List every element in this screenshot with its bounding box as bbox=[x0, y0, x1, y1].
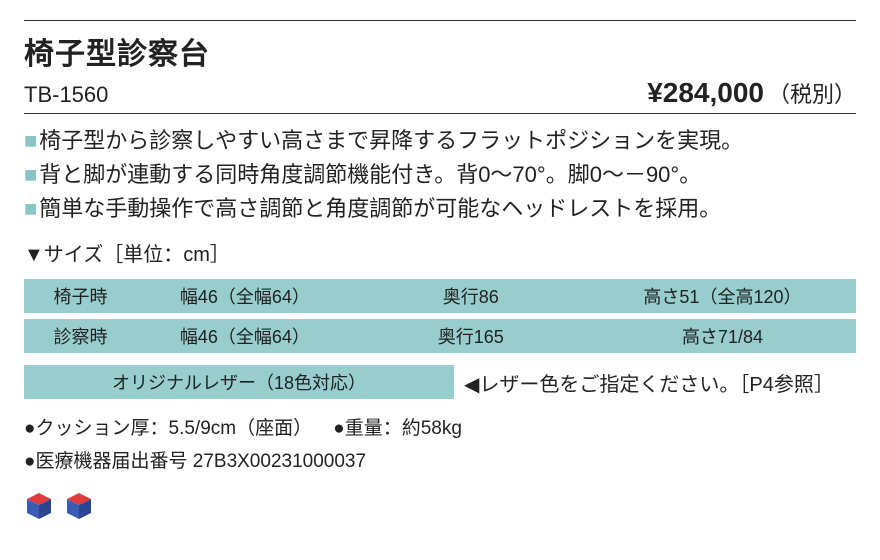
table-row: 椅子時 幅46（全幅64） 奥行86 高さ51（全高120） bbox=[24, 279, 856, 313]
footer-icons bbox=[24, 491, 856, 521]
device-label: 医療機器届出番号 bbox=[35, 451, 192, 472]
rule-under-header bbox=[24, 113, 856, 114]
leather-row: オリジナルレザー（18色対応） ◀レザー色をご指定ください。［P4参照］ bbox=[24, 365, 856, 399]
bullet-dot-icon: ● bbox=[24, 451, 35, 472]
product-title: 椅子型診察台 bbox=[24, 29, 210, 73]
size-height: 高さ71/84 bbox=[589, 319, 856, 353]
model-price-row: TB-1560 ¥284,000 （税別） bbox=[24, 77, 856, 109]
size-width: 幅46（全幅64） bbox=[137, 279, 353, 313]
triangle-down-icon: ▼ bbox=[24, 244, 44, 267]
weight-label: 重量： bbox=[345, 418, 402, 439]
bullet-dot-icon: ● bbox=[24, 418, 35, 439]
bullet-text: 椅子型から診察しやすい高さまで昇降するフラットポジションを実現。 bbox=[39, 124, 743, 158]
table-row: 診察時 幅46（全幅64） 奥行165 高さ71/84 bbox=[24, 319, 856, 353]
size-table: 椅子時 幅46（全幅64） 奥行86 高さ51（全高120） 診察時 幅46（全… bbox=[24, 273, 856, 359]
bullet-line: ■ 椅子型から診察しやすい高さまで昇降するフラットポジションを実現。 bbox=[24, 124, 856, 158]
size-heading: ▼サイズ［単位：cm］ bbox=[24, 238, 856, 267]
size-row-label: 椅子時 bbox=[24, 279, 137, 313]
spec-line-1: ●クッション厚：5.5/9cm（座面） ●重量：約58kg bbox=[24, 413, 856, 440]
cube-icon bbox=[24, 491, 54, 521]
cushion-value: 5.5/9cm（座面） bbox=[169, 418, 313, 439]
triangle-left-icon: ◀ bbox=[464, 372, 479, 397]
size-depth: 奥行165 bbox=[353, 319, 589, 353]
size-width: 幅46（全幅64） bbox=[137, 319, 353, 353]
size-heading-text: サイズ［単位：cm］ bbox=[44, 244, 230, 266]
bullet-square-icon: ■ bbox=[24, 192, 37, 226]
bullet-line: ■ 簡単な手動操作で高さ調節と角度調節が可能なヘッドレストを採用。 bbox=[24, 192, 856, 226]
model-number: TB-1560 bbox=[24, 82, 108, 108]
price-wrap: ¥284,000 （税別） bbox=[647, 77, 856, 109]
weight-value: 約58kg bbox=[402, 418, 462, 439]
tax-note: （税別） bbox=[768, 77, 856, 109]
bullet-text: 簡単な手動操作で高さ調節と角度調節が可能なヘッドレストを採用。 bbox=[39, 192, 721, 226]
size-depth: 奥行86 bbox=[353, 279, 589, 313]
price: ¥284,000 bbox=[647, 77, 764, 109]
cushion-label: クッション厚： bbox=[35, 418, 168, 439]
bullet-square-icon: ■ bbox=[24, 124, 37, 158]
size-height: 高さ51（全高120） bbox=[589, 279, 856, 313]
size-row-label: 診察時 bbox=[24, 319, 137, 353]
leather-note: ◀レザー色をご指定ください。［P4参照］ bbox=[464, 368, 834, 397]
leather-box: オリジナルレザー（18色対応） bbox=[24, 365, 454, 399]
device-value: 27B3X00231000037 bbox=[193, 451, 366, 472]
bullet-text: 背と脚が連動する同時角度調節機能付き。背0～70°。脚0～－90°。 bbox=[39, 158, 701, 192]
bullet-line: ■ 背と脚が連動する同時角度調節機能付き。背0～70°。脚0～－90°。 bbox=[24, 158, 856, 192]
bullet-square-icon: ■ bbox=[24, 158, 37, 192]
rule-top bbox=[24, 20, 856, 21]
feature-bullets: ■ 椅子型から診察しやすい高さまで昇降するフラットポジションを実現。 ■ 背と脚… bbox=[24, 124, 856, 226]
cube-icon bbox=[64, 491, 94, 521]
spec-line-2: ●医療機器届出番号 27B3X00231000037 bbox=[24, 446, 856, 473]
leather-note-text: レザー色をご指定ください。［P4参照］ bbox=[479, 374, 833, 396]
header: 椅子型診察台 bbox=[24, 29, 856, 73]
bullet-dot-icon: ● bbox=[333, 418, 344, 439]
